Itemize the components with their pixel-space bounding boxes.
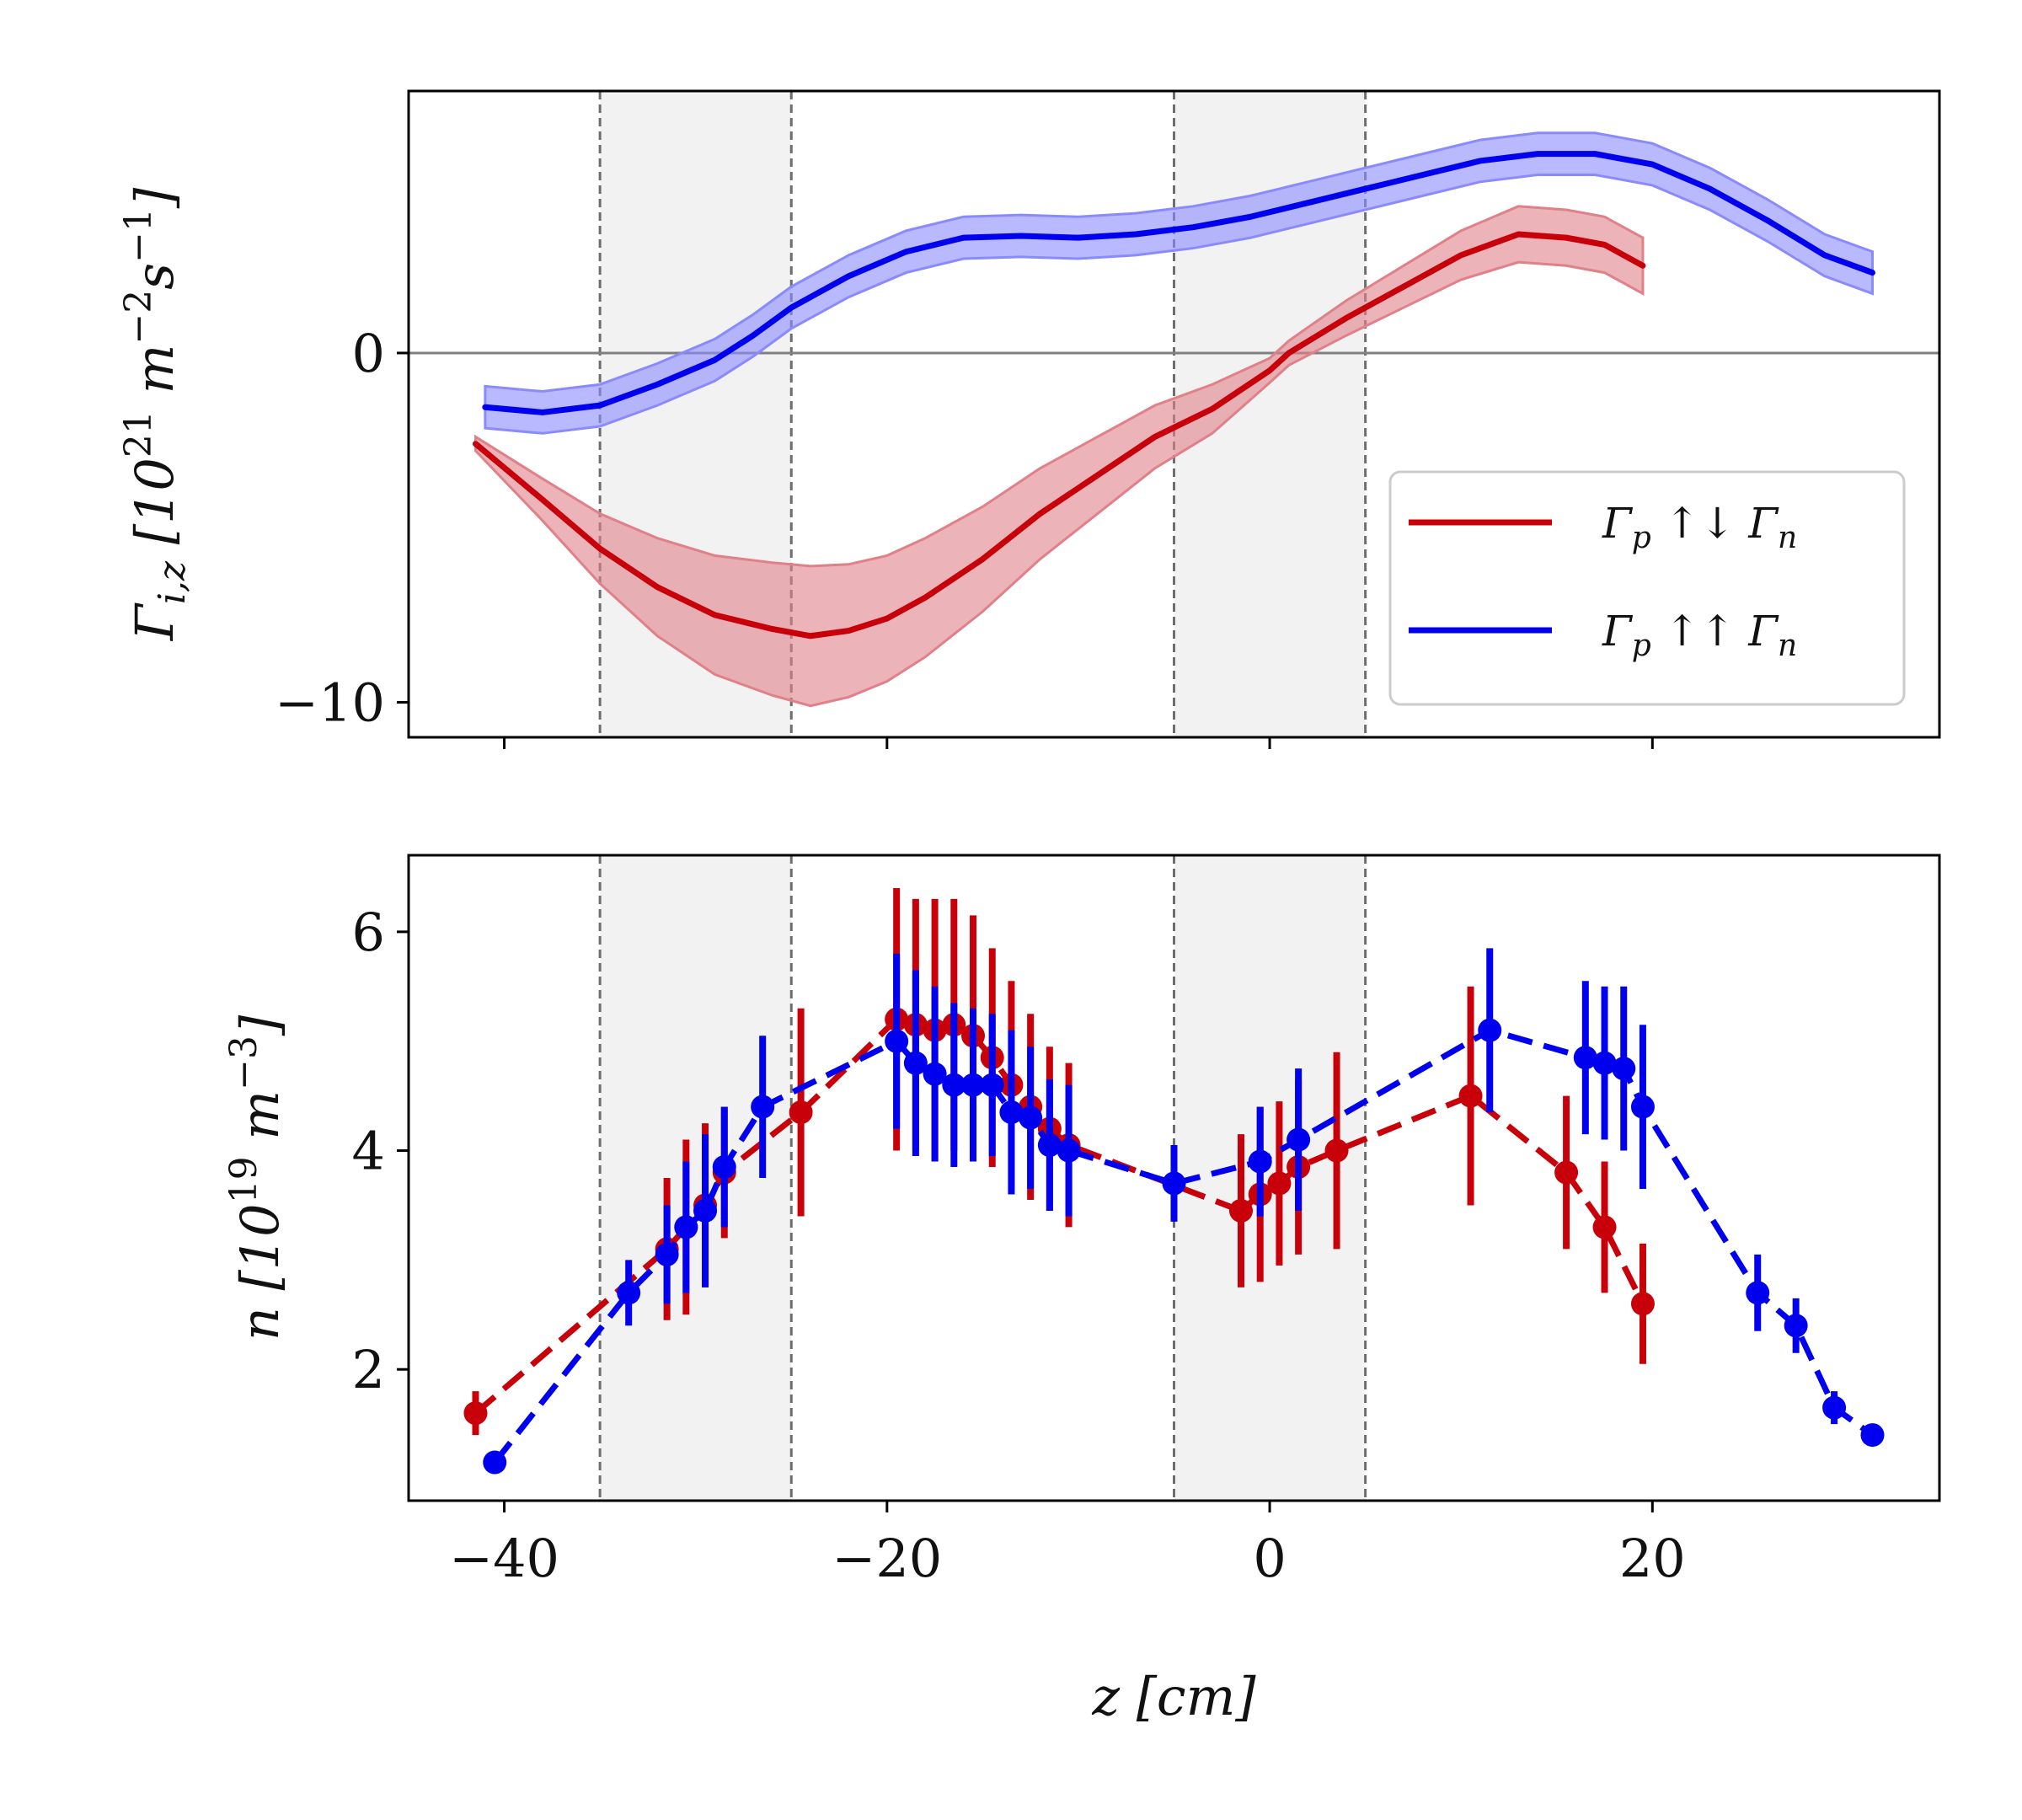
data-point <box>1592 1051 1617 1075</box>
data-point <box>1267 1171 1292 1196</box>
data-point <box>1056 1138 1081 1163</box>
label-part: m <box>229 1090 291 1157</box>
label-part: i,z <box>151 560 194 604</box>
data-point <box>1019 1105 1043 1130</box>
label-part: ↑↓ Γ <box>1651 499 1780 548</box>
series-line-0 <box>472 231 1646 640</box>
label-part: 21 <box>117 410 160 458</box>
label-part: n <box>1778 521 1797 555</box>
data-point <box>1228 1198 1253 1223</box>
data-point <box>674 1215 698 1239</box>
label-part: Γ <box>1602 607 1634 656</box>
label-part: ] <box>229 1014 291 1036</box>
data-point <box>1860 1423 1885 1448</box>
data-point <box>885 1029 909 1053</box>
data-point <box>789 1100 813 1125</box>
label-part: Γ <box>1602 499 1634 548</box>
label-part: p <box>1632 521 1651 555</box>
y-tick-label: 4 <box>352 1121 385 1182</box>
data-point <box>1630 1292 1655 1316</box>
data-point <box>751 1095 775 1119</box>
data-point <box>923 1062 947 1086</box>
data-point <box>617 1281 641 1305</box>
label-part: p <box>1632 629 1651 663</box>
data-point <box>1162 1171 1186 1196</box>
data-point <box>1592 1215 1617 1239</box>
data-point <box>1478 1018 1502 1042</box>
data-point <box>463 1401 488 1426</box>
density-panel: −40 −20 0 20 2 4 6 n [1019 m−3] z [cm] <box>222 854 1941 1727</box>
data-point <box>1324 1138 1349 1163</box>
axes-frame <box>407 854 1941 1502</box>
data-point <box>655 1242 679 1266</box>
x-tick-label: 20 <box>1619 1528 1686 1589</box>
data-point <box>1612 1057 1636 1081</box>
y-axis-label: Γi,z [1021 m−2s−1] <box>117 187 194 641</box>
y-tick-label: 0 <box>352 323 385 384</box>
x-tick-label: 0 <box>1253 1528 1286 1589</box>
data-point <box>1822 1395 1847 1420</box>
data-point <box>1554 1160 1579 1185</box>
legend-label-1: Γp ↑↑ Γn <box>1602 607 1797 663</box>
label-part: n <box>229 1307 291 1341</box>
label-part: [10 <box>124 458 185 561</box>
y-tick-label: −10 <box>275 672 385 734</box>
data-point <box>1784 1314 1808 1338</box>
series-line-1 <box>482 151 1876 415</box>
y-axis-label: n [1019 m−3] <box>222 1014 291 1341</box>
data-point <box>483 1450 507 1475</box>
data-point <box>980 1073 1004 1097</box>
x-tick-label: −20 <box>832 1528 942 1589</box>
data-point <box>1248 1149 1272 1174</box>
label-part: [10 <box>229 1203 291 1307</box>
label-part: m <box>124 345 185 411</box>
data-point <box>693 1198 718 1223</box>
data-point <box>1630 1095 1655 1119</box>
uncertainty-band-1 <box>484 131 1875 435</box>
label-part: Γ <box>124 602 185 641</box>
x-tick-label: −40 <box>449 1528 559 1589</box>
data-point <box>1573 1046 1597 1070</box>
label-part: ↑↑ Γ <box>1651 607 1780 656</box>
data-point <box>1286 1127 1311 1152</box>
data-point <box>999 1100 1024 1125</box>
label-part: s <box>124 263 185 290</box>
data-point <box>961 1073 986 1097</box>
data-point <box>903 1051 928 1075</box>
data-point <box>1458 1084 1483 1108</box>
legend-box <box>1388 470 1906 706</box>
data-point <box>1037 1133 1062 1158</box>
label-part: −3 <box>222 1036 265 1090</box>
label-part: 19 <box>222 1156 265 1203</box>
label-part: −1 <box>117 208 160 263</box>
data-point <box>942 1073 966 1097</box>
data-point <box>1746 1281 1770 1305</box>
y-tick-label: 2 <box>352 1339 385 1400</box>
axes-frame <box>407 89 1941 739</box>
label-part: −2 <box>117 290 160 345</box>
y-tick-label: 6 <box>352 902 385 963</box>
label-part: ] <box>124 187 185 209</box>
legend-label-0: Γp ↑↓ Γn <box>1602 499 1797 555</box>
x-axis-label: z [cm] <box>1091 1666 1256 1727</box>
data-point <box>712 1155 736 1180</box>
uncertainty-band-0 <box>473 205 1645 708</box>
label-part: n <box>1778 629 1797 663</box>
